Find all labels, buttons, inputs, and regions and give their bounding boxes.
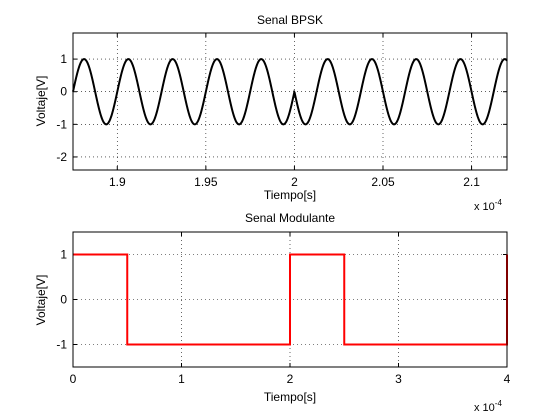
bpsk-x-multiplier-base: x 10 [474, 201, 495, 213]
bpsk-x-tick-label: 2.05 [371, 175, 395, 189]
bpsk-xlabel: Tiempo[s] [264, 188, 316, 202]
bpsk-x-tick-label: 1.9 [109, 175, 126, 189]
bpsk-subplot: Senal BPSK 1.9 1.95 2 2.05 2.1 -2 -1 0 1 Tiempo[… [34, 13, 508, 213]
bpsk-y-tick-label: -1 [56, 117, 67, 131]
modulante-y-tick-label: 0 [60, 293, 67, 307]
modulante-x-tick-label: 1 [178, 372, 185, 386]
modulante-x-multiplier: x 10-4 [474, 399, 502, 414]
modulante-x-tick-label: 0 [70, 372, 77, 386]
modulante-y-tick-label: -1 [56, 338, 67, 352]
modulante-title: Senal Modulante [245, 211, 335, 225]
bpsk-axes-box [72, 32, 508, 171]
modulante-signal-line [73, 253, 508, 346]
bpsk-y-tick-label: 1 [60, 52, 67, 66]
bpsk-plot-area [73, 33, 507, 170]
bpsk-ticks: 1.9 1.95 2 2.05 2.1 -2 -1 0 1 [56, 33, 507, 189]
bpsk-x-tick-label: 1.95 [194, 175, 218, 189]
bpsk-grid [73, 33, 507, 170]
modulante-ticks: 0 1 2 3 4 -1 0 1 [56, 232, 511, 386]
modulante-y-tick-label: 1 [60, 248, 67, 262]
modulante-subplot: Senal Modulante 0 1 2 3 4 -1 0 1 Tiempo[s] Volt… [34, 211, 511, 414]
bpsk-y-tick-label: 0 [60, 85, 67, 99]
modulante-x-tick-label: 3 [395, 372, 402, 386]
modulante-ylabel: Voltaje[V] [34, 275, 48, 326]
bpsk-x-multiplier-exp: -4 [495, 198, 503, 207]
modulante-axes-box [72, 231, 508, 368]
modulante-x-multiplier-base: x 10 [474, 402, 495, 414]
modulante-xlabel: Tiempo[s] [264, 390, 316, 404]
bpsk-signal-line [72, 58, 508, 126]
modulante-x-multiplier-exp: -4 [495, 399, 503, 408]
bpsk-title: Senal BPSK [257, 13, 323, 27]
bpsk-y-tick-label: -2 [56, 150, 67, 164]
bpsk-x-tick-label: 2.1 [463, 175, 480, 189]
bpsk-ylabel: Voltaje[V] [34, 76, 48, 127]
bpsk-x-multiplier: x 10-4 [474, 198, 502, 213]
modulante-x-tick-label: 2 [287, 372, 294, 386]
modulante-x-tick-label: 4 [504, 372, 511, 386]
bpsk-x-tick-label: 2 [291, 175, 298, 189]
